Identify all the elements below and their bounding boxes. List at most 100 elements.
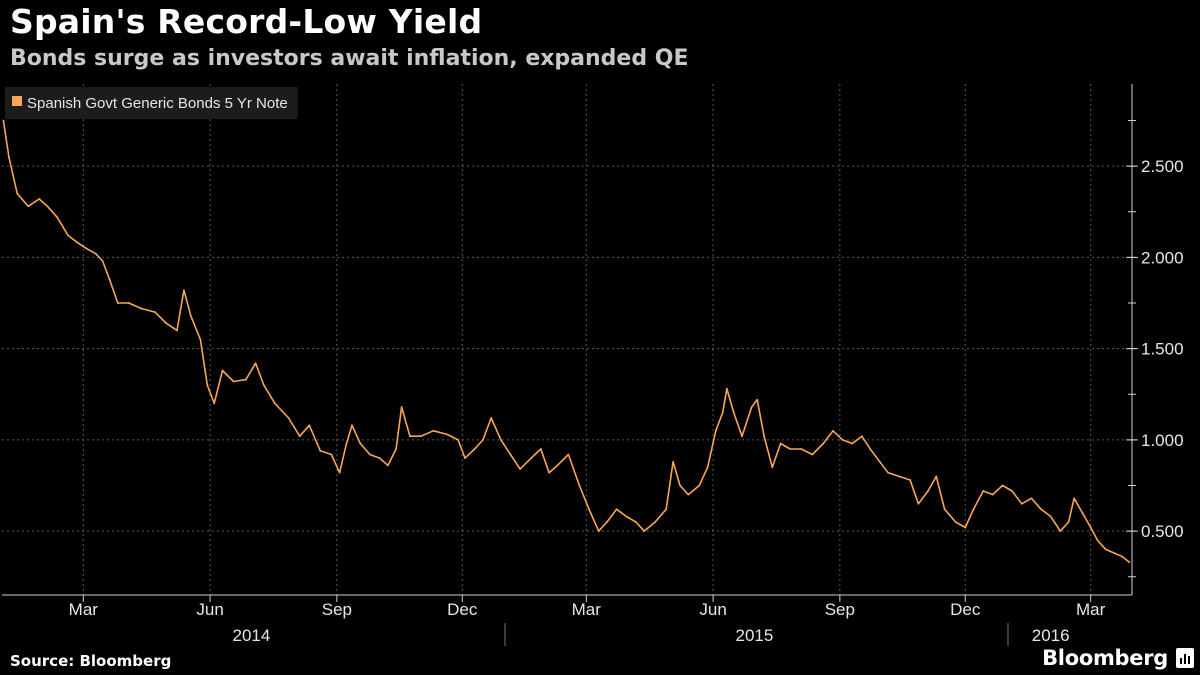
data-point: [943, 508, 946, 511]
grid-layer: [2, 84, 1132, 595]
data-point: [176, 329, 178, 332]
data-point: [16, 192, 19, 195]
data-point: [351, 424, 353, 427]
data-point: [519, 468, 522, 470]
data-point: [345, 442, 348, 445]
data-point: [56, 216, 59, 219]
data-point: [2, 119, 5, 122]
data-point: [189, 314, 192, 317]
data-point: [319, 449, 322, 452]
data-point: [832, 429, 834, 432]
data-point: [898, 475, 901, 478]
data-point: [654, 521, 657, 523]
x-tick-label: Sep: [825, 600, 855, 619]
data-point: [935, 475, 938, 478]
x-tick-label: Jun: [699, 600, 726, 619]
data-point: [763, 435, 765, 438]
data-point: [127, 302, 130, 304]
data-point: [1030, 497, 1033, 500]
data-point: [116, 302, 119, 304]
data-point: [232, 380, 235, 383]
data-point: [706, 466, 709, 469]
data-point: [457, 438, 460, 441]
data-point: [262, 384, 265, 387]
data-point: [635, 521, 637, 523]
data-point: [94, 252, 97, 255]
data-point: [597, 530, 600, 533]
data-point: [85, 247, 87, 250]
data-point: [101, 260, 104, 262]
data-point: [206, 384, 209, 387]
data-point: [330, 453, 333, 456]
data-point: [499, 438, 502, 441]
x-tick-label: Sep: [322, 600, 352, 619]
data-point: [982, 490, 985, 492]
year-label: 2016: [1032, 626, 1070, 645]
data-point: [615, 508, 618, 511]
data-point: [750, 406, 753, 408]
legend: Spanish Govt Generic Bonds 5 Yr Note: [5, 87, 298, 119]
data-point: [199, 338, 202, 341]
data-point: [1049, 515, 1052, 518]
legend-background: [5, 87, 298, 119]
data-point: [378, 457, 381, 460]
data-point: [1081, 511, 1084, 514]
data-point: [1128, 561, 1131, 564]
x-tick-label: Dec: [447, 600, 478, 619]
data-point: [490, 417, 493, 419]
data-point: [741, 435, 743, 438]
data-point: [789, 448, 792, 450]
data-point: [771, 466, 774, 469]
data-point: [643, 530, 646, 533]
x-tick-label: Mar: [572, 600, 602, 619]
data-point: [841, 438, 844, 441]
source-note: Source: Bloomberg: [10, 652, 172, 670]
data-point: [400, 406, 403, 408]
data-point: [588, 508, 590, 511]
data-point: [756, 398, 759, 401]
data-point: [725, 387, 728, 390]
data-point: [108, 278, 111, 281]
data-point: [917, 502, 920, 505]
y-tick-label: 2.000: [1141, 248, 1184, 267]
data-point: [1096, 539, 1099, 542]
data-point: [861, 435, 863, 438]
data-point: [779, 442, 782, 445]
data-point: [1001, 484, 1004, 487]
data-point: [732, 411, 735, 414]
data-point: [154, 311, 156, 314]
data-point: [1104, 548, 1107, 551]
data-point: [665, 508, 668, 511]
data-point: [822, 442, 825, 445]
x-tick-label: Dec: [950, 600, 981, 619]
data-point: [698, 484, 701, 487]
data-point: [851, 442, 854, 445]
year-label: 2015: [736, 626, 774, 645]
bar-chart-icon: [1176, 648, 1194, 668]
data-point: [308, 424, 311, 427]
data-point: [1040, 508, 1042, 511]
data-point: [567, 453, 570, 456]
data-point: [76, 241, 79, 244]
data-point: [800, 448, 803, 450]
data-point: [213, 402, 216, 405]
data-point: [1121, 555, 1124, 558]
data-point: [432, 429, 435, 432]
data-point: [38, 198, 41, 200]
data-point: [287, 417, 290, 419]
data-point: [298, 435, 301, 438]
data-point: [509, 453, 512, 456]
y-tick-label: 2.500: [1141, 157, 1184, 176]
data-point: [578, 484, 581, 487]
data-point: [954, 521, 957, 523]
data-point: [409, 435, 411, 438]
legend-swatch: [12, 96, 22, 106]
data-point: [1020, 502, 1023, 505]
data-point: [606, 521, 608, 523]
data-point: [927, 490, 929, 492]
bloomberg-logo: Bloomberg: [1042, 646, 1168, 670]
data-point: [687, 493, 690, 496]
data-point: [887, 471, 889, 474]
data-point: [972, 508, 975, 511]
